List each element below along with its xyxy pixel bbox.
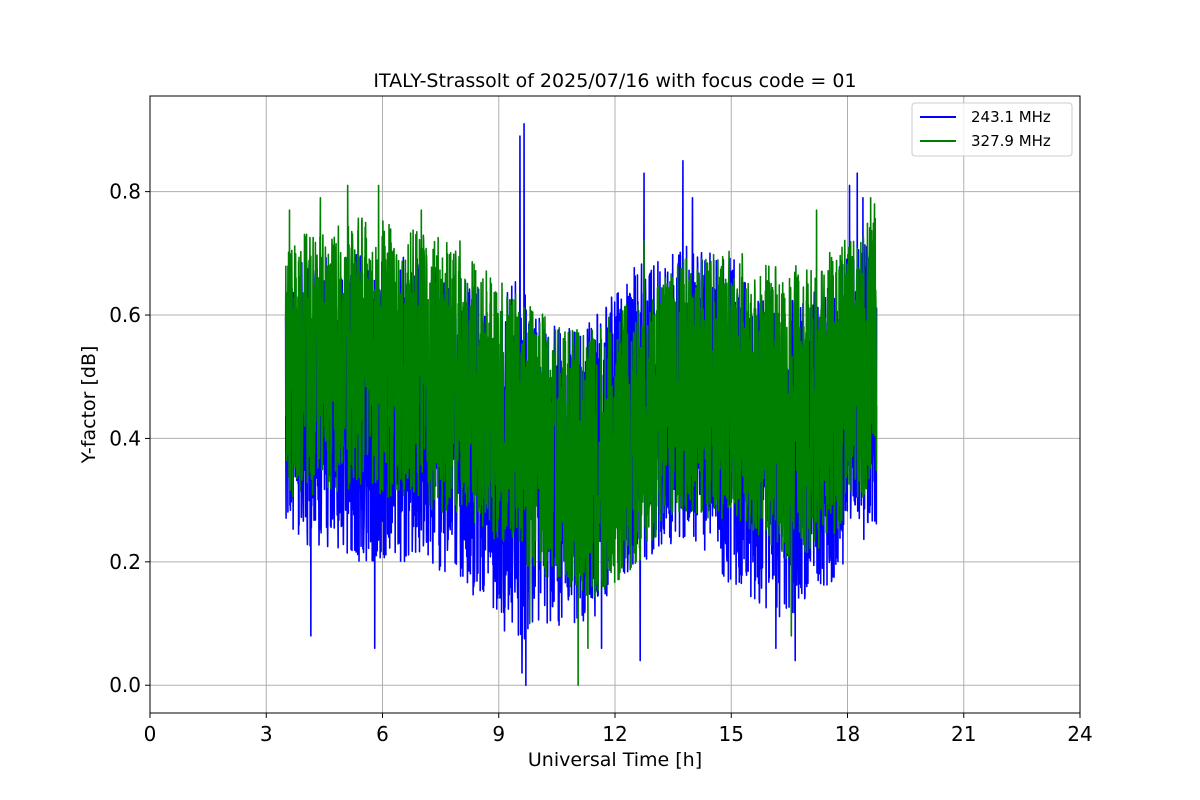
- y-axis-ticks: 0.0 0.2 0.4 0.6 0.8: [109, 180, 150, 697]
- legend-label-327-9: 327.9 MHz: [971, 132, 1051, 150]
- x-tick-label: 21: [951, 722, 976, 746]
- y-axis-label: Y-factor [dB]: [78, 346, 100, 465]
- x-tick-label: 15: [719, 722, 744, 746]
- x-tick-label: 3: [260, 722, 273, 746]
- x-tick-label: 12: [602, 722, 627, 746]
- legend: 243.1 MHz 327.9 MHz: [911, 102, 1073, 157]
- y-tick-label: 0.8: [109, 180, 141, 204]
- x-axis-label: Universal Time [h]: [528, 749, 702, 771]
- x-tick-label: 6: [376, 722, 389, 746]
- x-tick-label: 24: [1067, 722, 1092, 746]
- y-tick-label: 0.4: [109, 426, 141, 450]
- x-tick-label: 0: [144, 722, 157, 746]
- series-line-327-9-mhz: [284, 184, 878, 687]
- y-tick-label: 0.2: [109, 550, 141, 574]
- chart-title: ITALY-Strassolt of 2025/07/16 with focus…: [373, 70, 856, 92]
- y-tick-label: 0.6: [109, 303, 141, 327]
- x-axis-ticks: 0 3 6 9 12 15 18 21 24: [144, 713, 1093, 746]
- series-traces: [284, 122, 878, 687]
- x-tick-label: 18: [835, 722, 860, 746]
- y-tick-label: 0.0: [109, 673, 141, 697]
- legend-label-243-1: 243.1 MHz: [971, 108, 1051, 126]
- x-tick-label: 9: [492, 722, 505, 746]
